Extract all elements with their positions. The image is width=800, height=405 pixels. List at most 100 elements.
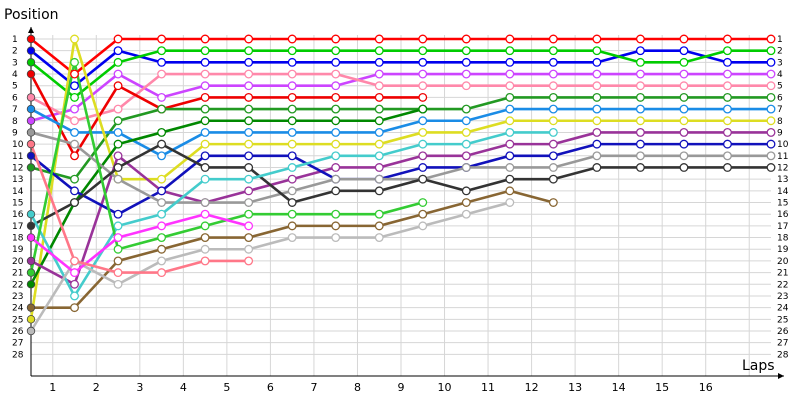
series-9-point-0 xyxy=(26,315,36,324)
series-line-6 xyxy=(29,73,423,158)
series-line-14 xyxy=(30,142,771,228)
series-12-point-0 xyxy=(26,151,36,160)
x-axis-title: Laps xyxy=(742,358,775,374)
series-11-point-0 xyxy=(26,256,36,266)
series-13-point-2 xyxy=(113,174,123,184)
y-tick-right-17: 17 xyxy=(777,222,788,232)
y-tick-right-8: 8 xyxy=(777,117,783,127)
series-6-point-4 xyxy=(200,92,210,102)
series-19-point-0 xyxy=(26,233,36,242)
y-tick-left-19: 19 xyxy=(12,245,24,255)
x-tick-lap-15: 15 xyxy=(655,381,669,394)
y-tick-left-28: 28 xyxy=(12,350,24,360)
series-6-point-9 xyxy=(418,92,428,102)
series-16-point-8 xyxy=(374,221,384,231)
series-8-point-12 xyxy=(548,104,558,114)
y-tick-right-20: 20 xyxy=(777,257,789,267)
series-2-point-8 xyxy=(374,57,384,67)
x-tick-lap-5: 5 xyxy=(223,381,230,394)
series-11-point-11 xyxy=(505,139,515,149)
series-1-point-2 xyxy=(113,34,123,44)
series-13-point-16 xyxy=(723,151,732,161)
series-13-point-1 xyxy=(70,139,79,149)
series-10-point-2 xyxy=(113,139,123,149)
series-19-point-2 xyxy=(113,233,123,243)
y-tick-left-3: 3 xyxy=(12,58,18,68)
y-tick-right-28: 28 xyxy=(777,350,789,360)
series-13-point-8 xyxy=(374,174,384,184)
x-tick-lap-9: 9 xyxy=(398,381,405,394)
y-tick-left-2: 2 xyxy=(12,47,18,57)
y-tick-right-24: 24 xyxy=(777,304,789,314)
series-12-point-4 xyxy=(200,151,210,161)
series-14-point-5 xyxy=(244,163,254,172)
series-12-point-13 xyxy=(592,139,602,149)
series-10-point-3 xyxy=(157,127,167,137)
series-14-point-14 xyxy=(635,163,645,172)
series-7-point-8 xyxy=(374,104,384,114)
series-18-point-3 xyxy=(157,256,167,266)
series-17-point-3 xyxy=(157,233,167,243)
series-10-point-8 xyxy=(374,116,384,126)
series-8-point-10 xyxy=(461,116,471,126)
series-15-point-3 xyxy=(157,209,167,219)
series-16-point-7 xyxy=(331,221,341,231)
series-12-point-12 xyxy=(548,151,558,161)
series-4-point-1 xyxy=(70,104,79,114)
series-2-point-0 xyxy=(26,46,36,55)
y-tick-left-15: 15 xyxy=(12,199,23,209)
series-9-point-14 xyxy=(635,116,645,126)
series-4-point-4 xyxy=(200,81,210,91)
series-line-10 xyxy=(29,107,424,285)
series-2-point-11 xyxy=(505,57,515,67)
y-tick-left-27: 27 xyxy=(12,339,23,349)
series-2-point-2 xyxy=(113,46,123,56)
series-5-point-14 xyxy=(635,81,645,91)
series-14-point-12 xyxy=(548,174,558,184)
series-7-point-1 xyxy=(70,174,79,184)
series-10-point-7 xyxy=(331,116,341,126)
series-2-point-3 xyxy=(157,57,167,67)
y-tick-left-17: 17 xyxy=(12,222,23,232)
y-tick-right-13: 13 xyxy=(777,175,788,185)
y-tick-right-16: 16 xyxy=(777,210,789,220)
y-axis-title: Position xyxy=(4,7,59,23)
series-15-point-0 xyxy=(26,209,36,219)
series-16-point-5 xyxy=(244,233,254,243)
series-18-point-0 xyxy=(26,326,36,336)
series-10-point-9 xyxy=(418,104,428,114)
series-16-point-10 xyxy=(461,198,471,207)
series-13-point-3 xyxy=(157,198,167,207)
series-1-point-1 xyxy=(70,69,79,79)
series-3-point-1 xyxy=(70,92,79,102)
series-3-point-4 xyxy=(200,46,210,56)
series-1-point-12 xyxy=(548,34,558,44)
y-tick-left-8: 8 xyxy=(12,117,18,127)
series-7-point-2 xyxy=(113,116,123,126)
series-2-point-12 xyxy=(548,57,558,67)
y-tick-left-7: 7 xyxy=(12,105,18,115)
y-tick-right-4: 4 xyxy=(777,70,783,80)
series-18-point-11 xyxy=(505,198,515,207)
series-11-point-10 xyxy=(461,151,471,161)
y-tick-right-11: 11 xyxy=(777,152,788,162)
series-8-point-2 xyxy=(113,127,123,137)
series-4-point-8 xyxy=(374,69,384,79)
y-axis-arrow xyxy=(28,27,34,33)
y-tick-left-4: 4 xyxy=(12,70,18,80)
series-12-point-15 xyxy=(679,139,689,149)
series-1-point-11 xyxy=(505,34,515,44)
series-4-point-13 xyxy=(592,69,602,79)
series-line-13 xyxy=(30,131,771,204)
series-14-point-10 xyxy=(461,186,471,196)
series-16-point-3 xyxy=(157,244,167,254)
series-8-point-8 xyxy=(374,127,384,137)
series-line-8 xyxy=(30,107,771,158)
series-11-point-14 xyxy=(635,127,645,137)
series-16-point-2 xyxy=(113,256,123,266)
series-1-point-8 xyxy=(374,34,384,44)
series-17-point-2 xyxy=(113,244,123,254)
series-9-point-5 xyxy=(244,139,254,149)
series-14-point-6 xyxy=(287,198,297,207)
series-8-point-9 xyxy=(418,116,428,126)
